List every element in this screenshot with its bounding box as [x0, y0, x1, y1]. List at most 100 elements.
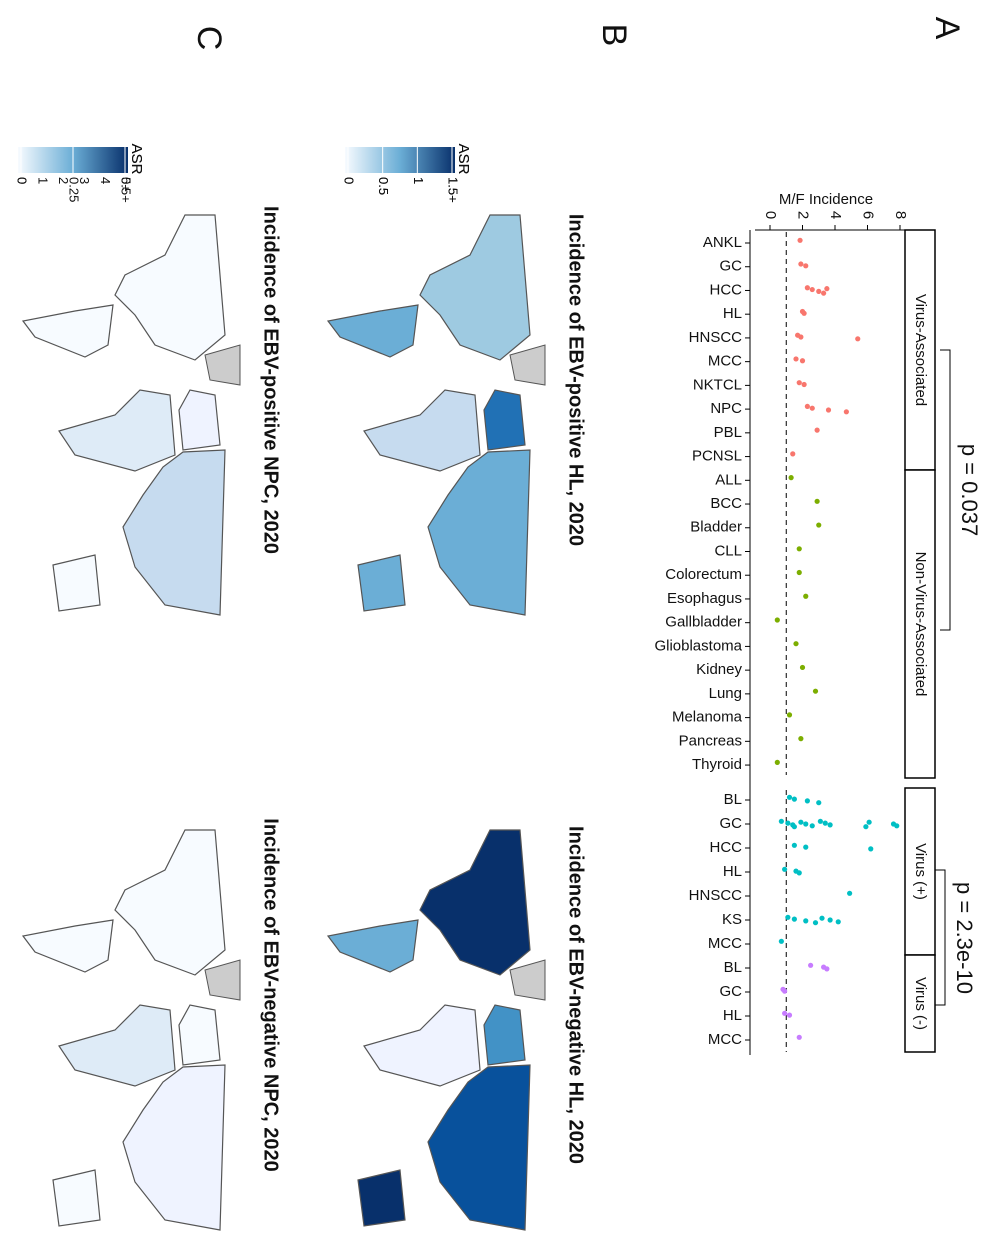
dot — [791, 916, 797, 922]
colorbar-tick-label: 0 — [342, 177, 357, 184]
dot — [796, 870, 802, 876]
colorbar-tick-label: 2 — [56, 177, 71, 184]
dot — [822, 820, 828, 826]
facet-strip-label: Virus (+) — [912, 843, 929, 900]
bracket — [935, 869, 946, 1006]
dot — [796, 546, 802, 552]
country-region — [357, 1169, 406, 1227]
colorbar-tick-label: 5+ — [119, 177, 134, 192]
x-tick-label: 6 — [860, 211, 877, 219]
country-region — [114, 214, 226, 361]
dot — [894, 823, 900, 829]
dot — [798, 736, 804, 742]
dot — [793, 641, 799, 647]
annotation: p = 0.037 — [957, 444, 982, 536]
country-region — [52, 1169, 101, 1227]
dot — [786, 712, 793, 718]
dot — [835, 919, 841, 925]
y-tick-label: NKTCL — [693, 376, 742, 393]
country-region — [363, 1004, 481, 1087]
colorbar-tick-label: 0.5 — [376, 177, 391, 195]
dot — [788, 475, 794, 481]
dot — [827, 822, 833, 828]
greenland — [509, 959, 546, 1001]
y-tick-label: Thyroid — [692, 756, 742, 773]
country-region — [419, 214, 531, 361]
bracket — [940, 349, 951, 631]
dot — [801, 381, 807, 388]
dot — [809, 405, 815, 411]
x-tick-label: 4 — [827, 211, 844, 219]
y-tick-label: HL — [723, 1007, 742, 1024]
country-region — [178, 1004, 221, 1066]
country-region — [326, 304, 419, 358]
x-tick-label: 2 — [795, 211, 812, 219]
colorbar-tick-label: 0.5 — [376, 177, 391, 195]
colorbar-tick-label: 0 — [15, 177, 30, 184]
greenland — [509, 344, 546, 386]
dot — [868, 846, 874, 852]
country-region — [427, 449, 531, 616]
y-tick-label: GC — [720, 258, 743, 275]
colorbar-tick-label: 1 — [411, 177, 426, 184]
y-tick-label: KS — [722, 911, 742, 928]
y-tick-label: HL — [723, 863, 742, 880]
dot — [774, 759, 780, 765]
y-tick-label: Esophagus — [667, 590, 742, 607]
dot — [796, 380, 802, 386]
country-region — [326, 919, 419, 973]
dot — [799, 358, 806, 364]
y-tick-label: GC — [720, 983, 743, 1000]
colorbar-tick-label: 1 — [411, 177, 426, 184]
dot — [821, 290, 827, 296]
dot — [796, 1034, 802, 1040]
map-title: Incidence of EBV-positive NPC, 2020 — [260, 206, 282, 554]
dot — [782, 1010, 788, 1016]
country-region — [21, 304, 114, 358]
dot — [816, 522, 822, 528]
facet-strip-label: Virus (-) — [912, 977, 929, 1030]
annotation: p = 2.3e-10 — [952, 882, 977, 994]
dot — [785, 914, 791, 920]
y-tick-label: BL — [724, 791, 742, 808]
y-tick-label: HCC — [710, 281, 743, 298]
dot — [799, 664, 806, 671]
dot — [808, 962, 814, 968]
world-map — [326, 829, 546, 1231]
dot — [796, 569, 802, 576]
country-region — [114, 829, 226, 976]
dot — [817, 818, 823, 824]
dot — [812, 688, 819, 694]
colorbar-tick-label: 0.5+ — [119, 177, 134, 203]
dot — [786, 1012, 793, 1018]
dot — [809, 286, 815, 293]
y-tick-label: Pancreas — [679, 732, 742, 749]
y-tick-label: HL — [723, 305, 742, 322]
country-region — [363, 389, 481, 472]
map-title: Incidence of EBV-negative NPC, 2020 — [260, 818, 282, 1171]
dot — [778, 818, 784, 824]
x-tick-label: 0 — [762, 211, 779, 219]
country-region — [58, 1004, 176, 1087]
greenland — [204, 959, 241, 1001]
dot — [774, 617, 780, 623]
country-region — [419, 829, 531, 976]
y-tick-label: Colorectum — [665, 566, 742, 583]
facet-strip-label: Virus-Associated — [912, 294, 929, 406]
dot — [801, 310, 807, 316]
y-tick-label: HCC — [710, 839, 743, 856]
dot — [786, 794, 793, 800]
country-region — [52, 554, 101, 612]
dot — [816, 288, 822, 294]
facet-strip — [904, 787, 936, 956]
country-region — [427, 1064, 531, 1231]
dot — [814, 427, 820, 433]
y-tick-label: PCNSL — [692, 448, 742, 465]
world-map — [326, 214, 546, 616]
y-tick-label: Lung — [709, 685, 742, 702]
country-region — [357, 554, 406, 612]
dot — [809, 823, 815, 829]
dot — [797, 237, 803, 243]
map-title: Incidence of EBV-positive HL, 2020 — [565, 214, 587, 546]
